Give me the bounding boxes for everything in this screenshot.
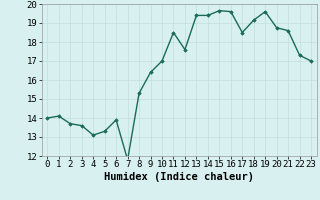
- X-axis label: Humidex (Indice chaleur): Humidex (Indice chaleur): [104, 172, 254, 182]
